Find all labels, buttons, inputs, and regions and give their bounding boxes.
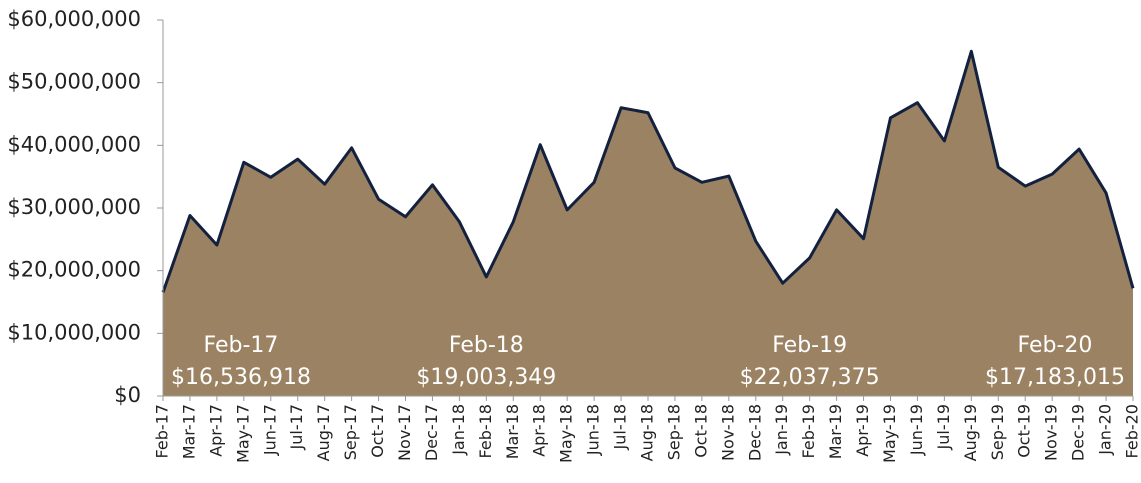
annotation-date: Feb-20 (1018, 333, 1093, 358)
y-tick-label: $10,000,000 (7, 320, 141, 344)
x-tick-label: Jul-18 (611, 404, 630, 450)
y-tick-label: $30,000,000 (7, 195, 141, 219)
x-tick-label: Mar-17 (179, 404, 198, 459)
x-tick-label: Nov-19 (1042, 404, 1061, 461)
annotation-date: Feb-17 (204, 333, 279, 358)
x-tick-label: Mar-18 (503, 404, 522, 459)
x-tick-label: Feb-19 (799, 404, 818, 458)
value-label: $19,003,349 (416, 365, 556, 390)
x-tick-label: Sep-19 (988, 404, 1007, 460)
x-tick-label: Dec-19 (1069, 404, 1088, 461)
x-tick-label: Feb-20 (1123, 404, 1141, 458)
x-tick-label: Jun-19 (907, 404, 926, 456)
y-tick-label: $20,000,000 (7, 258, 141, 282)
x-tick-label: Nov-18 (718, 404, 737, 461)
x-tick-label: Jun-18 (584, 404, 603, 456)
area (163, 51, 1133, 396)
x-tick-label: Jul-19 (934, 404, 953, 450)
x-tick-label: Jul-17 (287, 404, 306, 450)
x-tick-label: Aug-17 (314, 404, 333, 461)
x-tick-label: Apr-17 (206, 404, 225, 457)
line (161, 49, 1135, 293)
x-tick-label: Sep-17 (341, 404, 360, 460)
x-tick-label: Aug-18 (638, 404, 657, 461)
x-tick-label: Oct-18 (691, 404, 710, 458)
value-label: $16,536,918 (171, 365, 311, 390)
x-tick-label: Dec-18 (745, 404, 764, 461)
annotation-date: Feb-19 (772, 333, 847, 358)
x-tick-label: Mar-19 (826, 404, 845, 459)
value-label: $22,037,375 (740, 365, 880, 390)
x-tick-label: Oct-19 (1015, 404, 1034, 458)
x-tick-label: Jan-18 (449, 404, 468, 456)
x-tick-label: Jun-17 (260, 404, 279, 456)
x-tick-label: Apr-18 (530, 404, 549, 457)
x-tick-label: Feb-17 (153, 404, 172, 458)
x-tick-label: Jan-20 (1096, 404, 1115, 456)
x-tick-label: Jan-19 (772, 404, 791, 456)
y-tick-label: $60,000,000 (7, 7, 141, 31)
x-tick-label: May-18 (557, 404, 576, 463)
x-tick-label: Feb-18 (476, 404, 495, 458)
value-label: $17,183,015 (985, 365, 1125, 390)
annotation-date: Feb-18 (449, 333, 524, 358)
x-tick-label: Aug-19 (961, 404, 980, 461)
x-tick-label: May-17 (233, 404, 252, 463)
x-tick-label: Sep-18 (664, 404, 683, 460)
y-tick-label: $40,000,000 (7, 132, 141, 156)
x-tick-label: Apr-19 (853, 404, 872, 457)
y-tick-label: $0 (114, 383, 141, 407)
x-tick-label: May-19 (880, 404, 899, 463)
y-tick-label: $50,000,000 (7, 70, 141, 94)
x-tick-label: Nov-17 (395, 404, 414, 461)
x-tick-label: Oct-17 (368, 404, 387, 458)
x-tick-label: Dec-17 (422, 404, 441, 461)
